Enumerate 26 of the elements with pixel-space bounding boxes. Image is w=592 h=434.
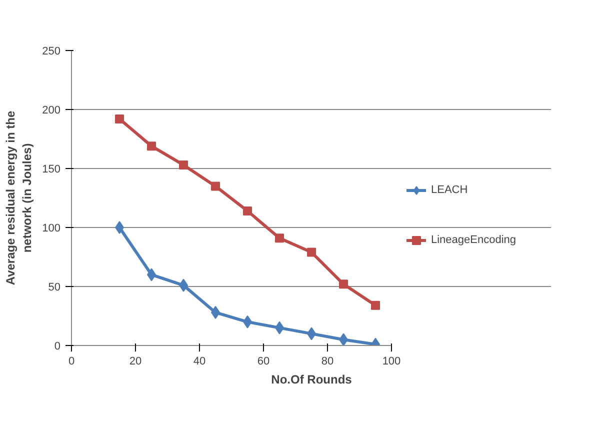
legend-label: LineageEncoding [431, 234, 516, 246]
point [371, 300, 380, 310]
x-tick-label: 40 [193, 356, 206, 368]
x-tick-label: 20 [129, 356, 142, 368]
x-tick-label: 0 [68, 356, 75, 368]
y-tick-label: 150 [42, 164, 61, 176]
point [275, 234, 284, 243]
y-tick-label: 200 [42, 104, 61, 116]
point [339, 280, 348, 289]
y-tick-label: 50 [48, 282, 61, 294]
point [243, 206, 252, 216]
point [339, 333, 348, 346]
x-tick-label: 100 [382, 356, 401, 368]
y-axis-title: Average residual energy in the network (in Joules) [3, 110, 34, 286]
y-tick-label: 250 [42, 46, 61, 58]
point [179, 160, 188, 170]
y-tick-label: 0 [54, 340, 61, 352]
point [115, 114, 124, 124]
x-tick-label: 80 [321, 356, 334, 368]
point [211, 182, 220, 191]
legend-label: LEACH [431, 184, 468, 196]
point [307, 248, 316, 257]
y-tick-label: 100 [42, 222, 61, 234]
point [147, 142, 156, 151]
x-axis-title: No.Of Rounds [271, 372, 352, 386]
x-tick-label: 60 [257, 356, 270, 368]
